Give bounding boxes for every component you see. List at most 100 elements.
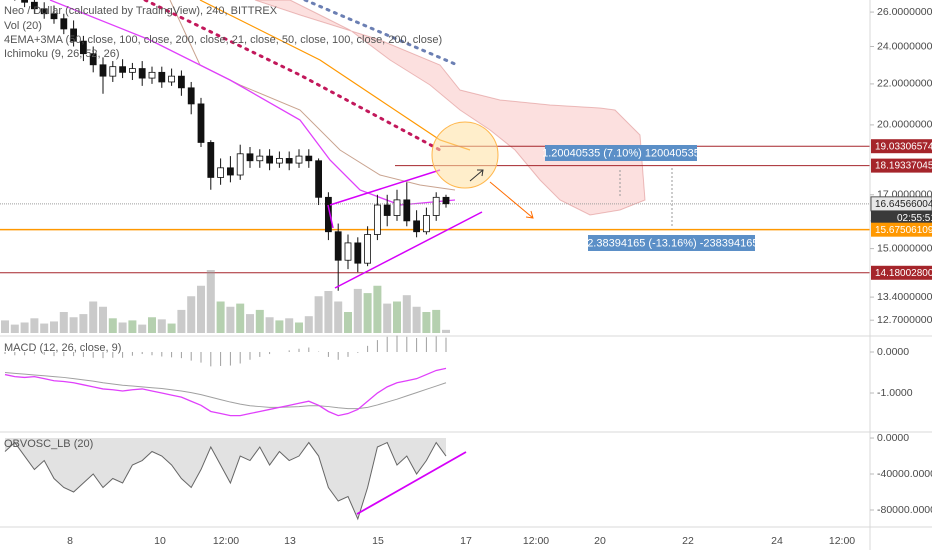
volume-bar [167,323,176,333]
candle-body [315,160,323,198]
price-level-badge [871,139,932,154]
candle-body [236,153,244,176]
volume-bar [138,324,147,333]
x-tick-label: 10 [154,535,166,547]
volume-bar [402,295,411,333]
candle-body [393,199,401,216]
candles [14,0,450,291]
candle-body [442,196,450,205]
y-tick-label: 13.4000000 [877,291,932,303]
volume-bar [422,312,431,333]
candle-body [50,13,58,20]
measure-label: 1.20040535 (7.10%) 120040535 [542,147,700,159]
volume-bar [363,293,372,333]
price-level-label: 16.64566004 [875,199,932,210]
candle-body [187,87,195,105]
volume-bar [30,318,39,333]
volume-bar [206,270,215,333]
volume-bar [40,323,49,333]
volume-bar [118,322,127,333]
pane-legend: OBVOSC_LB (20) [4,438,93,450]
countdown-badge [871,210,932,225]
volume-bar [226,306,235,333]
y-tick-label: 15.0000000 [877,242,932,254]
volume-bar [69,317,78,333]
volume-bar [432,309,441,333]
volume-bar [89,301,98,333]
volume-bar [255,309,264,333]
macd-line [4,367,447,417]
volume-bar [442,329,450,333]
y-tick-label: 22.0000000 [877,78,932,90]
volume-bar [187,296,196,333]
candle-body [383,204,391,216]
y-tick-label: 20.0000000 [877,119,932,131]
volume-bar [334,301,343,333]
candle-body [364,234,372,264]
candle-body [256,155,264,162]
signal-line [4,372,447,410]
volume-bar [20,322,29,333]
price-level-badge [871,222,932,237]
study-legend: Ichimoku (9, 26, 52, 26) [4,48,120,60]
candle-body [207,142,215,178]
volume-bar [59,312,68,333]
macd-pane [4,335,447,417]
y-tick-label: 0.0000 [877,432,909,444]
candle-body [266,155,274,164]
volume-bar [128,320,137,333]
price-level-badge [871,265,932,280]
moving-average [49,0,456,206]
candle-body [99,64,107,77]
candle-body [128,68,136,73]
volume-bar [324,291,333,333]
candle-body [109,66,117,77]
price-level-label: 19.03306574 [875,141,932,152]
trendline [334,211,483,289]
y-tick-label: 12.7000000 [877,314,932,326]
candle-body [168,75,176,83]
candle-body [177,75,185,89]
volume-bar [285,318,294,333]
y-tick-label: 24.0000000 [877,40,932,52]
x-tick-label: 12:00 [213,535,239,547]
candle-body [246,153,254,162]
volume-bar [412,306,421,333]
volume-bar [99,306,107,333]
candle-body [60,18,68,30]
candle-body [158,71,166,83]
candle-body [422,215,430,233]
price-level-badge [871,158,932,173]
volume-bar [275,320,284,333]
candle-body [354,242,362,264]
axes: 26.0000000 24.0000000 22.0000000 20.0000000… [67,6,932,547]
volume-bar [373,285,382,333]
y-tick-label: -1.0000 [877,387,913,399]
ichimoku-cloud [254,0,646,216]
candle-body [305,155,313,162]
candle-body [21,0,29,3]
candle-body [89,53,97,66]
obv-line [4,441,447,521]
price-level-label: 14.18002800 [875,268,932,279]
volume-bar [108,318,117,333]
volume-bar [177,309,186,333]
volume-bar [383,303,392,333]
y-tick-label: 0.0000 [877,346,909,358]
trendline [356,451,467,515]
volume-bar [246,314,254,333]
volume-bar [314,296,323,333]
candle-body [30,1,38,10]
candle-body [138,68,146,79]
trendline [327,204,334,229]
obv-pane [4,438,447,521]
study-legend: 4EMA+3MA (50, close, 100, close, 200, cl… [4,34,442,46]
x-tick-label: 24 [771,535,783,547]
candle-body [344,242,352,261]
x-tick-label: 13 [284,535,296,547]
candle-body [334,231,342,261]
x-tick-label: 15 [372,535,384,547]
candle-body [80,40,87,55]
volume-bar [265,317,274,333]
